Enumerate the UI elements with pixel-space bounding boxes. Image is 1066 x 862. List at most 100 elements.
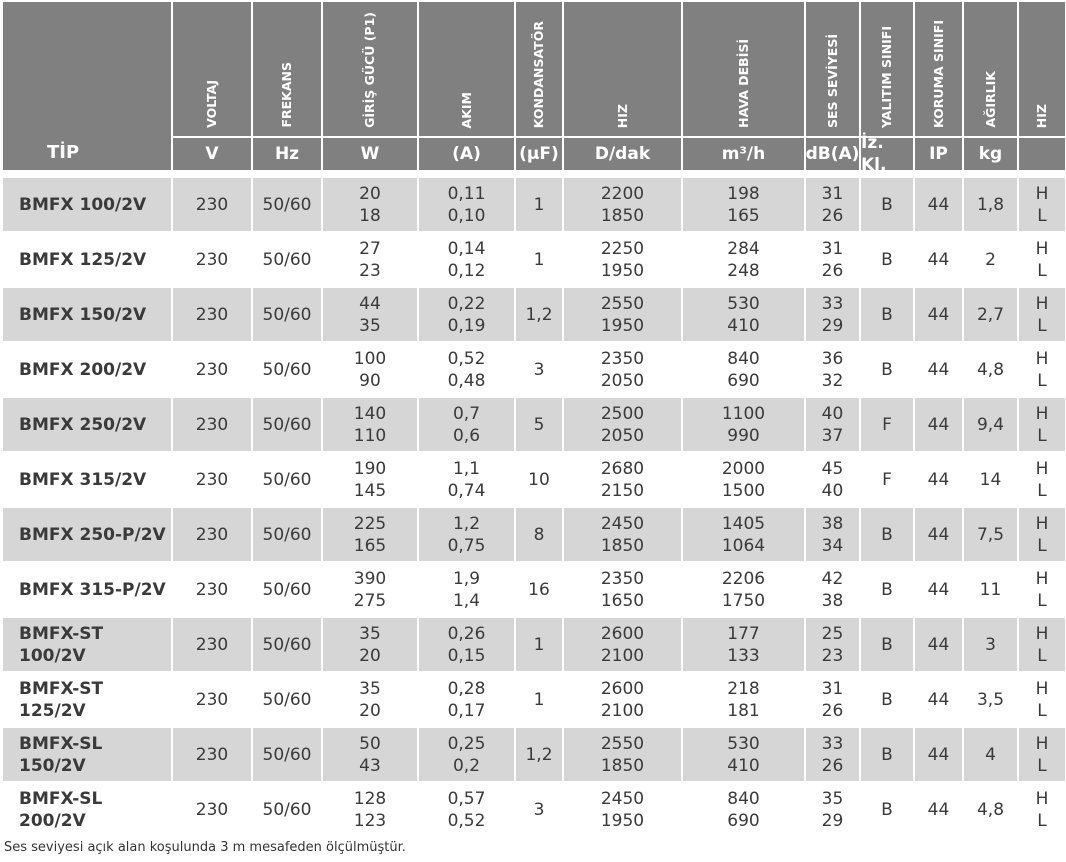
- cell-value: 275: [353, 590, 387, 611]
- cell-value: 230: [195, 359, 229, 380]
- data-cell: 2680 2150: [564, 453, 681, 506]
- cell-value: 140: [353, 403, 387, 424]
- data-cell: 230: [173, 178, 251, 231]
- data-cell: 9,4: [964, 398, 1017, 451]
- unit-cell: m³/h: [683, 138, 804, 170]
- data-cell: 2,7: [964, 288, 1017, 341]
- cell-value: L: [1037, 535, 1047, 556]
- data-cell: 50/60: [253, 398, 321, 451]
- column-title: FREKANS: [279, 62, 294, 128]
- cell-value: 230: [195, 194, 229, 215]
- cell-value: 7,5: [976, 524, 1005, 545]
- data-cell: 230: [173, 673, 251, 726]
- cell-value: 33: [821, 293, 844, 314]
- cell-value: L: [1037, 810, 1047, 831]
- cell-value: 248: [727, 260, 760, 281]
- column-unit: m³/h: [721, 144, 766, 164]
- data-cell: 1: [516, 618, 562, 671]
- cell-value: 530: [727, 293, 760, 314]
- cell-value: 0,52: [447, 810, 486, 831]
- cell-value: 1: [533, 634, 545, 655]
- cell-value: 181: [727, 700, 760, 721]
- data-cell: 44: [915, 453, 962, 506]
- data-cell: F: [861, 453, 913, 506]
- cell-value: 9,4: [976, 414, 1005, 435]
- cell-value: 4,8: [976, 359, 1005, 380]
- cell-value: 230: [195, 634, 229, 655]
- cell-value: 44: [927, 194, 950, 215]
- cell-value: 410: [727, 315, 760, 336]
- cell-value: L: [1037, 315, 1047, 336]
- data-cell: 2350 2050: [564, 343, 681, 396]
- cell-value: 177: [727, 623, 760, 644]
- cell-value: 1950: [600, 260, 645, 281]
- column-title: KORUMA SINIFI: [930, 20, 946, 128]
- cell-value: B: [881, 194, 893, 215]
- model-name: BMFX 250-P/2V: [19, 524, 166, 545]
- model-cell: BMFX 200/2V: [3, 343, 171, 396]
- data-cell: 44: [915, 618, 962, 671]
- cell-value: 0,15: [447, 645, 486, 666]
- cell-value: 2500: [600, 403, 645, 424]
- cell-value: 133: [727, 645, 760, 666]
- model-cell: BMFX-SL 200/2V: [3, 783, 171, 836]
- data-cell: B: [861, 233, 913, 286]
- cell-value: 44: [927, 579, 950, 600]
- cell-value: 44: [927, 249, 950, 270]
- cell-value: 0,25: [447, 733, 486, 754]
- data-cell: 530 410: [683, 288, 804, 341]
- data-cell: 50/60: [253, 178, 321, 231]
- cell-value: 40: [821, 480, 844, 501]
- data-cell: 2550 1850: [564, 728, 681, 781]
- cell-value: B: [881, 359, 893, 380]
- data-cell: 3,5: [964, 673, 1017, 726]
- cell-value: 2100: [600, 700, 645, 721]
- cell-value: 128: [353, 788, 387, 809]
- data-cell: 128 123: [323, 783, 417, 836]
- header-cell: HIZ: [1019, 2, 1065, 136]
- model-name: BMFX-ST 125/2V: [19, 678, 104, 721]
- data-cell: 230: [173, 288, 251, 341]
- cell-value: 23: [359, 260, 381, 281]
- data-cell: 1,2: [516, 288, 562, 341]
- data-cell: 44: [915, 178, 962, 231]
- data-cell: 1: [516, 673, 562, 726]
- data-cell: 50/60: [253, 563, 321, 616]
- cell-value: 1,9: [452, 568, 481, 589]
- cell-value: 230: [195, 799, 229, 820]
- data-cell: 2450 1950: [564, 783, 681, 836]
- data-cell: B: [861, 728, 913, 781]
- data-cell: 50/60: [253, 783, 321, 836]
- cell-value: 225: [353, 513, 387, 534]
- data-cell: 198 165: [683, 178, 804, 231]
- cell-value: B: [881, 524, 893, 545]
- cell-value: 50/60: [262, 469, 312, 490]
- data-cell: B: [861, 343, 913, 396]
- cell-value: H: [1035, 458, 1049, 479]
- cell-value: 50/60: [262, 414, 312, 435]
- data-cell: 8: [516, 508, 562, 561]
- cell-value: 530: [727, 733, 760, 754]
- data-cell: 2250 1950: [564, 233, 681, 286]
- cell-value: 20: [359, 183, 381, 204]
- data-cell: 50/60: [253, 288, 321, 341]
- cell-value: 0,10: [447, 205, 486, 226]
- data-cell: 35 20: [323, 618, 417, 671]
- model-name: BMFX-SL 150/2V: [19, 733, 103, 776]
- cell-value: 2350: [600, 568, 645, 589]
- data-cell: 0,57 0,52: [419, 783, 514, 836]
- cell-value: 50/60: [262, 799, 312, 820]
- cell-value: 0,22: [447, 293, 486, 314]
- cell-value: 10: [528, 469, 550, 490]
- cell-value: 20: [359, 645, 381, 666]
- cell-value: 1,1: [452, 458, 481, 479]
- cell-value: 230: [195, 744, 229, 765]
- data-cell: 44: [915, 563, 962, 616]
- cell-value: 2100: [600, 645, 645, 666]
- data-cell: 0,26 0,15: [419, 618, 514, 671]
- cell-value: 43: [359, 755, 381, 776]
- column-title: VOLTAJ: [204, 80, 219, 128]
